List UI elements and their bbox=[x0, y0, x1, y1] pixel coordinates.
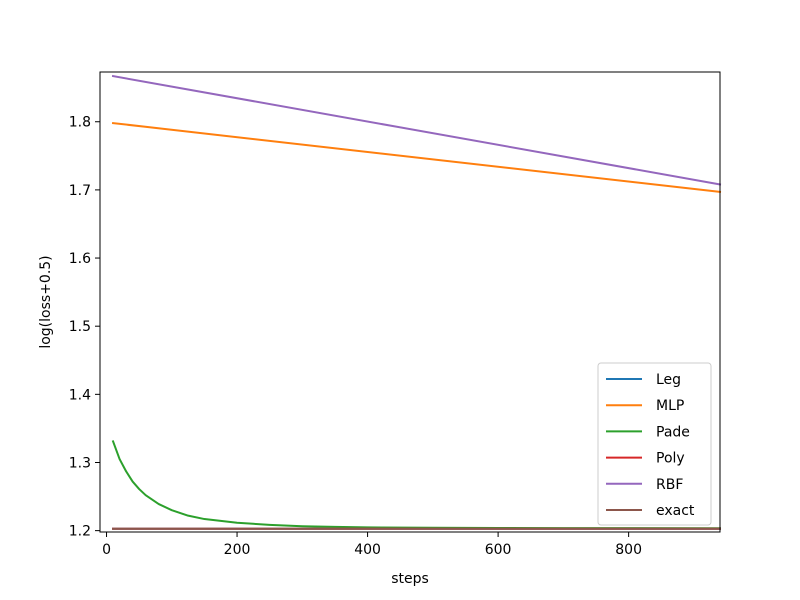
series-line-rbf bbox=[111, 74, 722, 186]
plot-frame bbox=[99, 71, 721, 533]
legend-label-pade: Pade bbox=[656, 424, 690, 440]
y-tick-label: 1.6 bbox=[69, 251, 91, 267]
x-axis-ticks: 0 200 400 600 800 bbox=[102, 532, 642, 558]
legend-label-exact: exact bbox=[656, 503, 695, 519]
y-axis-ticks: 1.2 1.3 1.4 1.5 1.6 1.7 1.8 bbox=[69, 115, 100, 540]
legend-label-mlp: MLP bbox=[656, 398, 684, 414]
x-tick-label: 600 bbox=[485, 542, 512, 558]
y-tick-label: 1.7 bbox=[69, 183, 91, 199]
series-lines bbox=[111, 74, 722, 530]
legend: Leg MLP Pade Poly RBF exact bbox=[597, 362, 712, 526]
legend-label-leg: Leg bbox=[656, 372, 681, 388]
x-tick-label: 400 bbox=[354, 542, 381, 558]
series-line-mlp bbox=[111, 122, 722, 194]
x-tick-label: 200 bbox=[224, 542, 251, 558]
y-tick-label: 1.4 bbox=[69, 387, 91, 403]
y-axis-label: log(loss+0.5) bbox=[38, 255, 54, 348]
x-axis-label: steps bbox=[391, 571, 429, 587]
x-tick-label: 0 bbox=[102, 542, 111, 558]
legend-box bbox=[597, 362, 712, 526]
y-tick-label: 1.5 bbox=[69, 319, 91, 335]
legend-label-poly: Poly bbox=[656, 451, 685, 467]
legend-label-rbf: RBF bbox=[656, 477, 683, 493]
x-tick-label: 800 bbox=[615, 542, 642, 558]
y-tick-label: 1.8 bbox=[69, 115, 91, 131]
y-tick-label: 1.3 bbox=[69, 455, 91, 471]
y-tick-label: 1.2 bbox=[69, 524, 91, 540]
